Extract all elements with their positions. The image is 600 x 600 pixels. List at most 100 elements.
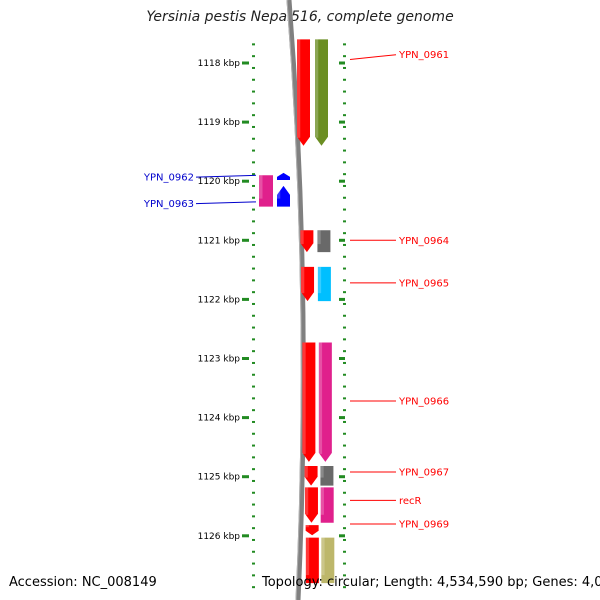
ruler-tick-left [252, 479, 255, 482]
ruler-tick-label: 1124 kbp [198, 414, 241, 424]
ruler-tick-left [252, 149, 255, 152]
ruler-tick-label: 1125 kbp [198, 473, 241, 483]
gene-feature [305, 537, 319, 584]
gene-label: YPN_0966 [398, 397, 449, 408]
ruler-tick-left [252, 291, 255, 294]
gene-feature-shade [320, 487, 324, 515]
ruler-tick-right [343, 161, 346, 164]
gene-feature [318, 342, 332, 462]
ruler-tick-left [252, 302, 255, 305]
ruler-tick-right [343, 196, 346, 199]
gene-feature-shade [305, 525, 309, 528]
gene-label: YPN_0961 [398, 50, 449, 61]
ruler-tick-left [252, 90, 255, 93]
ruler-tick-left [252, 562, 255, 565]
ruler-tick-left [252, 515, 255, 518]
accession-text: Accession: NC_008149 [9, 575, 157, 590]
ruler-tick-right [343, 538, 346, 541]
ruler-tick-right [343, 291, 346, 294]
ruler-tick-left [252, 184, 255, 187]
ruler-tick-right [343, 220, 346, 223]
topology-text: Topology: circular; Length: 4,534,590 bp… [262, 575, 600, 590]
ruler-tick-right [343, 184, 346, 187]
ruler-major-tick-right [339, 238, 345, 242]
ruler-major-tick-right [339, 61, 345, 65]
gene-feature-shade [304, 466, 308, 478]
ruler-tick-right [343, 432, 346, 435]
gene-label: YPN_0967 [398, 467, 449, 478]
gene-feature [300, 230, 314, 253]
ruler-major-tick-right [339, 297, 345, 301]
ruler-tick-right [343, 314, 346, 317]
ruler-tick-right [343, 444, 346, 447]
gene-feature [320, 466, 334, 486]
ruler-tick-label: 1121 kbp [198, 236, 241, 246]
ruler-tick-right [343, 267, 346, 270]
ruler-tick-left [252, 538, 255, 541]
gene-label: YPN_0962 [143, 173, 194, 184]
gene-feature [297, 39, 310, 146]
gene-feature-shade [317, 266, 322, 294]
ruler-tick-right [343, 90, 346, 93]
gene-feature [304, 487, 318, 523]
ruler-tick-left [252, 586, 255, 589]
ruler-tick-right [343, 479, 346, 482]
ruler-tick-right [343, 550, 346, 553]
ruler: 1118 kbp 1119 kbp 1120 kbp 1121 kbp 1122 kbp… [198, 43, 346, 589]
ruler-major-tick [242, 297, 249, 301]
ruler-major-tick-right [339, 475, 345, 479]
gene-feature-shade [315, 39, 319, 138]
ruler-major-tick-right [339, 179, 345, 183]
ruler-tick-left [252, 491, 255, 494]
gene-feature-shade [321, 537, 325, 576]
gene-label: YPN_0963 [143, 199, 194, 210]
ruler-tick-label: 1119 kbp [198, 118, 241, 128]
ruler-tick-label: 1122 kbp [198, 295, 241, 305]
ruler-tick-right [343, 243, 346, 246]
ruler-tick-left [252, 432, 255, 435]
ruler-tick-right [343, 255, 346, 258]
ruler-tick-right [343, 350, 346, 353]
gene-feature [304, 466, 318, 486]
ruler-tick-left [252, 326, 255, 329]
ruler-tick-right [343, 503, 346, 506]
gene-feature-shade [318, 342, 323, 454]
gene-feature [305, 525, 319, 536]
gene-feature [302, 342, 316, 462]
ruler-tick-right [343, 397, 346, 400]
ruler-major-tick [242, 416, 249, 420]
ruler-tick-left [252, 220, 255, 223]
genome-title: Yersinia pestis Nepal516, complete genom… [146, 9, 454, 25]
gene-feature-shade [277, 185, 281, 199]
ruler-major-tick [242, 179, 249, 183]
gene-feature [301, 266, 315, 302]
gene-feature-shade [297, 39, 301, 138]
ruler-tick-left [252, 397, 255, 400]
gene-feature-shade [320, 466, 324, 478]
ruler-tick-right [343, 373, 346, 376]
label-leader-line [195, 174, 257, 178]
ruler-tick-right [343, 232, 346, 235]
gene-feature-shade [259, 175, 263, 199]
gene-feature [317, 266, 331, 302]
ruler-tick-left [252, 232, 255, 235]
ruler-tick-right [343, 420, 346, 423]
gene-feature [259, 175, 273, 207]
ruler-tick-right [343, 409, 346, 412]
backbone-highlight [286, 0, 302, 600]
gene-feature [315, 39, 328, 146]
ruler-tick-right [343, 302, 346, 305]
ruler-tick-left [252, 550, 255, 553]
ruler-tick-left [252, 574, 255, 577]
gene-feature-shade [300, 230, 304, 245]
ruler-major-tick-right [339, 534, 345, 538]
ruler-major-tick [242, 61, 249, 65]
ruler-tick-left [252, 527, 255, 530]
ruler-tick-right [343, 574, 346, 577]
ruler-major-tick-right [339, 357, 345, 360]
ruler-tick-left [252, 385, 255, 388]
ruler-tick-right [343, 173, 346, 176]
ruler-tick-left [252, 373, 255, 376]
ruler-tick-left [252, 78, 255, 81]
